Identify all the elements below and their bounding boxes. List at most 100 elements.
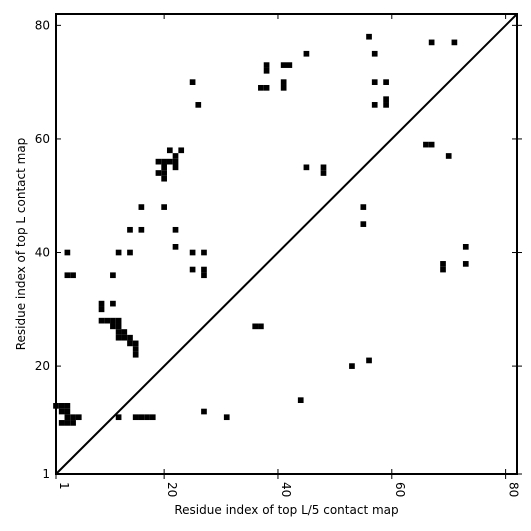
axis-ticks: 1 20 40 60 80 1 20 40 60 80	[35, 14, 522, 497]
contact-cell-99	[440, 266, 446, 273]
contact-cell-17	[223, 414, 230, 421]
contact-cell-41	[110, 272, 116, 279]
contact-cell-22	[104, 317, 111, 324]
contact-cell-68	[166, 147, 173, 154]
contact-cell-72	[258, 84, 264, 91]
contact-cell-27	[115, 329, 122, 335]
contact-cell-7	[70, 420, 76, 426]
contact-cell-4	[64, 408, 71, 415]
y-axis-label: Residue index of top L contact map	[14, 138, 28, 351]
contact-cell-57	[161, 204, 167, 210]
contact-cell-59	[161, 170, 167, 176]
contact-cell-24	[115, 317, 122, 324]
contact-cell-18	[297, 397, 304, 404]
contact-cell-75	[263, 62, 270, 68]
contact-cell-43	[115, 249, 122, 256]
contact-cell-80	[303, 50, 310, 57]
contact-cell-32	[127, 340, 133, 347]
contact-cell-88	[371, 79, 378, 85]
x-tick-label-3: 60	[393, 482, 407, 497]
contact-cell-19	[349, 363, 355, 369]
contact-cell-63	[166, 158, 173, 165]
contact-cell-25	[110, 323, 116, 330]
contact-cell-21	[98, 317, 105, 324]
plot-frame	[55, 13, 518, 475]
contact-cell-87	[371, 50, 378, 57]
contact-cell-79	[286, 62, 293, 68]
contact-cell-69	[178, 147, 185, 154]
contact-cell-11	[115, 414, 122, 421]
contact-cell-62	[161, 158, 167, 165]
contact-cell-76	[280, 84, 287, 91]
contact-cell-93	[428, 39, 435, 46]
contact-cell-47	[172, 226, 179, 233]
contact-cell-73	[263, 84, 270, 91]
contact-cell-70	[189, 79, 196, 85]
y-tick-label-4: 80	[35, 18, 50, 32]
contact-cell-38	[110, 300, 116, 307]
contact-cell-49	[189, 249, 196, 256]
contact-cell-50	[201, 249, 207, 256]
contact-cell-35	[132, 351, 139, 358]
x-axis-label: Residue index of top L/5 contact map	[174, 503, 398, 517]
contact-cell-66	[172, 164, 179, 171]
x-tick-label-0: 1	[57, 482, 71, 490]
contact-cell-46	[138, 226, 145, 233]
contact-cell-82	[320, 164, 327, 171]
contact-cell-60	[161, 175, 167, 182]
contact-cell-51	[189, 266, 196, 273]
contact-cell-36	[98, 306, 105, 313]
contact-cell-31	[127, 334, 133, 341]
contact-cell-77	[280, 79, 287, 85]
contact-cell-89	[371, 102, 378, 108]
contact-cell-42	[64, 249, 71, 256]
contact-cell-91	[383, 96, 389, 103]
contact-cell-86	[366, 33, 372, 40]
contact-cell-16	[201, 408, 207, 415]
contact-cell-83	[320, 170, 327, 176]
contact-cell-64	[161, 164, 167, 171]
contact-cell-6	[64, 420, 71, 426]
contact-cell-23	[110, 317, 116, 324]
contact-cell-100	[462, 244, 469, 250]
contact-cell-98	[440, 261, 446, 267]
contact-cell-30	[121, 334, 128, 341]
contact-cell-56	[138, 204, 145, 210]
x-tick-label-1: 20	[165, 482, 179, 497]
contact-cell-34	[132, 346, 139, 352]
contact-cell-61	[155, 158, 162, 165]
contact-cell-54	[252, 323, 259, 330]
contact-cell-52	[201, 266, 207, 273]
contact-cell-2	[64, 403, 71, 409]
contact-cell-48	[172, 244, 179, 250]
contact-cell-8	[64, 414, 71, 421]
contact-cell-20	[366, 357, 372, 364]
contact-cell-71	[195, 102, 202, 108]
contact-cell-37	[98, 300, 105, 307]
diagonal-line	[55, 13, 518, 475]
contact-cell-101	[462, 261, 469, 267]
contact-cell-33	[132, 340, 139, 347]
contact-cell-95	[423, 141, 429, 148]
contact-cell-78	[280, 62, 287, 68]
x-tick-label-4: 80	[507, 482, 521, 497]
contact-cell-15	[149, 414, 156, 421]
contact-cell-12	[132, 414, 139, 421]
x-tick-label-2: 40	[279, 482, 293, 497]
y-tick-label-0: 1	[42, 467, 50, 481]
contact-cell-96	[428, 141, 435, 148]
contact-cell-26	[115, 323, 122, 330]
y-tick-label-2: 40	[35, 246, 50, 260]
contact-cell-58	[155, 170, 162, 176]
contact-cell-1	[58, 403, 65, 409]
contact-cell-94	[451, 39, 458, 46]
contact-cell-3	[58, 408, 65, 415]
contact-cell-85	[360, 221, 367, 227]
contact-cell-53	[201, 272, 207, 279]
contact-cell-92	[383, 102, 389, 108]
contact-cell-13	[138, 414, 145, 421]
contact-cell-97	[445, 153, 452, 159]
contact-cells	[53, 33, 469, 426]
contact-cell-39	[64, 272, 71, 279]
